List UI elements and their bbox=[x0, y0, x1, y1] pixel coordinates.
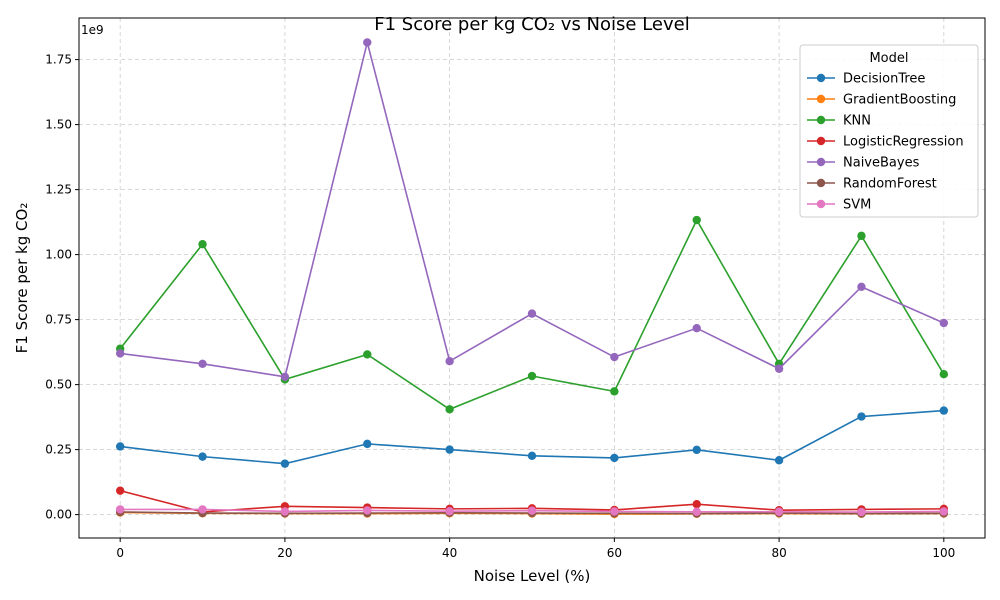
legend-swatch-marker bbox=[816, 136, 826, 146]
y-tick-label: 0.75 bbox=[45, 313, 72, 327]
data-point bbox=[692, 507, 701, 516]
data-point bbox=[198, 452, 207, 461]
y-tick-label: 0.50 bbox=[45, 378, 72, 392]
data-point bbox=[280, 372, 290, 381]
data-point bbox=[692, 445, 701, 455]
legend-entry: RandomForest bbox=[807, 177, 937, 192]
data-point bbox=[363, 439, 372, 449]
data-point bbox=[445, 445, 454, 454]
grid-layer bbox=[79, 18, 985, 538]
data-point bbox=[939, 507, 949, 516]
data-point bbox=[115, 505, 125, 514]
data-point bbox=[610, 387, 619, 396]
legend-label: LogisticRegression bbox=[843, 135, 964, 150]
data-point bbox=[527, 309, 537, 318]
data-point bbox=[692, 323, 701, 333]
legend-entry: KNN bbox=[807, 114, 871, 129]
legend-label: DecisionTree bbox=[843, 72, 925, 87]
legend-label: NaiveBayes bbox=[843, 156, 920, 171]
data-point bbox=[610, 453, 619, 463]
x-tick-label: 20 bbox=[277, 546, 292, 560]
legend-label: KNN bbox=[843, 114, 871, 129]
legend: Model DecisionTree GradientBoosting KNN Log… bbox=[799, 44, 979, 218]
data-point bbox=[363, 38, 372, 47]
legend-label: SVM bbox=[843, 198, 871, 213]
data-point bbox=[857, 507, 866, 517]
x-tick-label: 0 bbox=[116, 546, 124, 560]
legend-entry: NaiveBayes bbox=[807, 156, 920, 171]
data-point bbox=[445, 357, 454, 366]
data-point bbox=[115, 349, 125, 358]
data-point bbox=[527, 371, 537, 381]
series-NaiveBayes bbox=[115, 38, 949, 381]
x-tick-label: 80 bbox=[771, 546, 786, 560]
data-point bbox=[445, 405, 454, 414]
legend-swatch-marker bbox=[816, 94, 826, 104]
data-point bbox=[939, 318, 949, 328]
data-point bbox=[198, 240, 207, 249]
axis-layer: 0 20 40 60 80 100 0.00 0.25 0.50 0.75 1.00 1.25 1.50… bbox=[45, 53, 955, 560]
data-point bbox=[939, 370, 949, 379]
y-axis-label: F1 Score per kg CO₂ bbox=[13, 203, 31, 354]
plot-frame bbox=[78, 17, 986, 539]
legend-entry: LogisticRegression bbox=[807, 135, 964, 150]
data-point bbox=[692, 500, 701, 509]
y-tick-label: 1.75 bbox=[45, 53, 72, 67]
data-point bbox=[280, 507, 290, 516]
data-point bbox=[527, 506, 537, 515]
data-point bbox=[857, 231, 866, 241]
y-tick-label: 0.25 bbox=[45, 443, 72, 457]
data-point bbox=[857, 412, 866, 421]
legend-swatch-marker bbox=[816, 178, 826, 188]
series-DecisionTree bbox=[115, 406, 949, 468]
legend-title: Model bbox=[869, 51, 908, 66]
legend-swatch-marker bbox=[816, 199, 826, 209]
legend-label: RandomForest bbox=[843, 177, 937, 192]
data-point bbox=[115, 442, 125, 451]
data-point bbox=[939, 406, 949, 415]
data-point bbox=[610, 507, 619, 516]
data-point bbox=[280, 459, 290, 468]
y-tick-label: 1.00 bbox=[45, 248, 72, 262]
data-point bbox=[774, 507, 784, 516]
legend-entry: SVM bbox=[807, 198, 871, 213]
data-point bbox=[363, 350, 372, 359]
legend-swatch-marker bbox=[816, 73, 826, 83]
legend-entry: DecisionTree bbox=[807, 72, 925, 87]
x-tick-label: 100 bbox=[932, 546, 955, 560]
data-point bbox=[692, 215, 701, 225]
x-axis-label: Noise Level (%) bbox=[474, 567, 591, 585]
chart-title: F1 Score per kg CO₂ vs Noise Level bbox=[374, 14, 689, 35]
legend-box bbox=[799, 44, 979, 218]
x-tick-label: 60 bbox=[607, 546, 622, 560]
data-point bbox=[198, 359, 207, 368]
y-tick-label: 1.50 bbox=[45, 118, 72, 132]
legend-swatch-marker bbox=[816, 157, 826, 167]
data-point bbox=[363, 506, 372, 515]
legend-label: GradientBoosting bbox=[843, 93, 956, 108]
y-scale-label: 1e9 bbox=[81, 23, 104, 37]
data-point bbox=[610, 352, 619, 362]
data-point bbox=[445, 507, 454, 516]
data-point bbox=[774, 364, 784, 373]
y-tick-label: 0.00 bbox=[45, 508, 72, 522]
data-point bbox=[527, 451, 537, 461]
data-point bbox=[774, 456, 784, 465]
data-point bbox=[115, 486, 125, 495]
legend-swatch-marker bbox=[816, 115, 826, 125]
x-tick-label: 40 bbox=[442, 546, 457, 560]
y-tick-label: 1.25 bbox=[45, 183, 72, 197]
data-point bbox=[198, 505, 207, 514]
series-layer bbox=[115, 38, 949, 519]
series-SVM bbox=[115, 505, 949, 517]
legend-entry: GradientBoosting bbox=[807, 93, 956, 108]
data-point bbox=[857, 282, 866, 292]
